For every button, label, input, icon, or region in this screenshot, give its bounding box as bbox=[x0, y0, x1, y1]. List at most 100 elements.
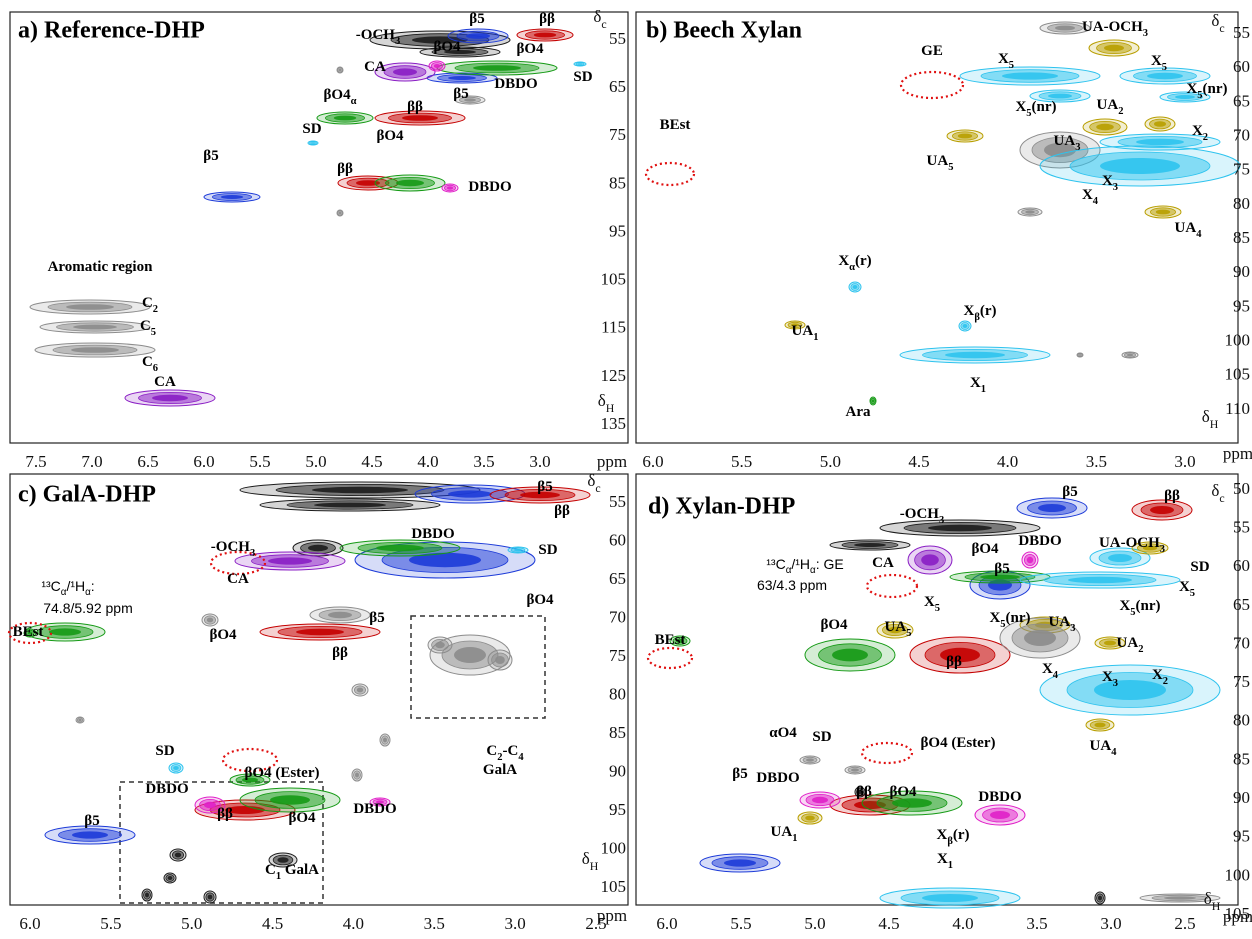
label-part: X bbox=[998, 51, 1009, 67]
label-part: (nr) bbox=[1032, 99, 1057, 115]
y-tick-label: 100 bbox=[1225, 865, 1251, 884]
label: C1 GalA bbox=[265, 862, 319, 881]
label-part: βO4 bbox=[376, 128, 404, 144]
contour-core bbox=[312, 486, 408, 494]
label-part: Aromatic region bbox=[48, 259, 153, 275]
label-part: X bbox=[1192, 123, 1203, 139]
contour-core bbox=[78, 718, 82, 722]
contour-core bbox=[980, 574, 1020, 580]
label: β5 bbox=[537, 479, 552, 495]
panel-title: d) Xylan-DHP bbox=[648, 494, 795, 520]
y-tick-label: 65 bbox=[1233, 595, 1250, 614]
y-tick-label: 70 bbox=[609, 607, 626, 626]
x-tick-label: 3.5 bbox=[424, 914, 445, 933]
contour bbox=[1016, 497, 1088, 519]
dashed-box bbox=[410, 615, 546, 719]
label-part: βO4 bbox=[526, 592, 554, 608]
subscript: 4 bbox=[1111, 747, 1117, 758]
contour-core bbox=[277, 857, 289, 863]
y-tick-label: 75 bbox=[609, 125, 626, 144]
y-tick-label: 95 bbox=[1233, 827, 1250, 846]
contour bbox=[907, 545, 953, 575]
contour-core bbox=[957, 133, 973, 139]
y-tick-label: 65 bbox=[609, 77, 626, 96]
subscript: 5 bbox=[1000, 619, 1005, 630]
y-tick-label: 85 bbox=[609, 723, 626, 742]
contour bbox=[869, 396, 877, 406]
label: UA3 bbox=[1054, 133, 1081, 152]
label: -OCH3 bbox=[356, 27, 400, 46]
label: UA4 bbox=[1090, 738, 1118, 757]
dotted-ring bbox=[860, 741, 914, 765]
label-part: C bbox=[142, 295, 153, 311]
label: GE bbox=[921, 43, 943, 59]
contour bbox=[1089, 547, 1151, 569]
subscript: 5 bbox=[1026, 108, 1031, 119]
label: βO4 bbox=[516, 41, 544, 57]
x-tick-label: 5.5 bbox=[100, 914, 121, 933]
x-tick-label: 6.0 bbox=[193, 452, 214, 471]
label-part: DBDO bbox=[978, 789, 1021, 805]
contour bbox=[848, 281, 862, 293]
contour bbox=[854, 786, 866, 798]
subscript: 3 bbox=[1143, 28, 1148, 39]
label-part: X bbox=[1102, 669, 1113, 685]
contour-core bbox=[383, 737, 387, 743]
x-tick-label: 5.5 bbox=[731, 452, 752, 471]
label: ¹³Cα/¹Hα: GE bbox=[766, 556, 843, 576]
label-part: β5 bbox=[84, 813, 99, 829]
contour bbox=[949, 570, 1051, 584]
panel-frame bbox=[635, 11, 1239, 444]
label: DBDO bbox=[1018, 533, 1061, 549]
label-part: CA bbox=[227, 571, 249, 587]
label-part: ββ bbox=[407, 99, 423, 115]
contour bbox=[1021, 551, 1039, 569]
y-tick-label: 105 bbox=[601, 270, 627, 289]
contour-core bbox=[1038, 504, 1066, 512]
label: X3 bbox=[1102, 669, 1118, 688]
label-part: DBDO bbox=[1018, 533, 1061, 549]
subscript: 5 bbox=[1197, 90, 1202, 101]
x-tick-label: 4.5 bbox=[878, 914, 899, 933]
label: βO4 bbox=[209, 627, 237, 643]
x-unit: ppm bbox=[597, 906, 627, 925]
contour-core bbox=[356, 180, 380, 186]
contour bbox=[169, 848, 187, 862]
label-part: Ara bbox=[846, 404, 871, 420]
label: SD bbox=[155, 743, 174, 759]
subscript: 1 bbox=[276, 871, 281, 882]
label-part: δ bbox=[587, 471, 595, 490]
contour bbox=[24, 622, 106, 642]
contour bbox=[292, 539, 344, 557]
label: -OCH3 bbox=[211, 539, 255, 558]
label: UA5 bbox=[885, 619, 912, 638]
label-part: ββ bbox=[332, 645, 348, 661]
x-tick-label: 4.5 bbox=[908, 452, 929, 471]
contour bbox=[309, 606, 371, 624]
y-tick-label: 75 bbox=[609, 646, 626, 665]
contour-core bbox=[858, 790, 862, 794]
contour bbox=[861, 790, 963, 816]
label-part: ββ bbox=[856, 784, 872, 800]
contour-core bbox=[376, 800, 384, 804]
contour bbox=[124, 389, 216, 407]
y-tick-label: 80 bbox=[1233, 194, 1250, 213]
contour-core bbox=[1108, 554, 1132, 562]
label-part: αO4 bbox=[769, 725, 797, 741]
label-part: (nr) bbox=[1136, 598, 1161, 614]
label-part: X bbox=[838, 253, 849, 269]
contour bbox=[39, 320, 151, 334]
contour-core bbox=[1150, 506, 1174, 514]
x-tick-label: 5.0 bbox=[181, 914, 202, 933]
contour-core bbox=[466, 33, 490, 39]
label-part: δ bbox=[598, 391, 606, 410]
label-part: UA bbox=[885, 619, 907, 635]
label-part: β5 bbox=[732, 766, 747, 782]
contour-core bbox=[206, 617, 214, 623]
label-part: βO4 bbox=[820, 617, 848, 633]
label: X3 bbox=[1102, 173, 1118, 192]
y-tick-label: 55 bbox=[1233, 518, 1250, 537]
label-part: ¹³C bbox=[766, 556, 785, 572]
label: X5 bbox=[1179, 579, 1195, 598]
